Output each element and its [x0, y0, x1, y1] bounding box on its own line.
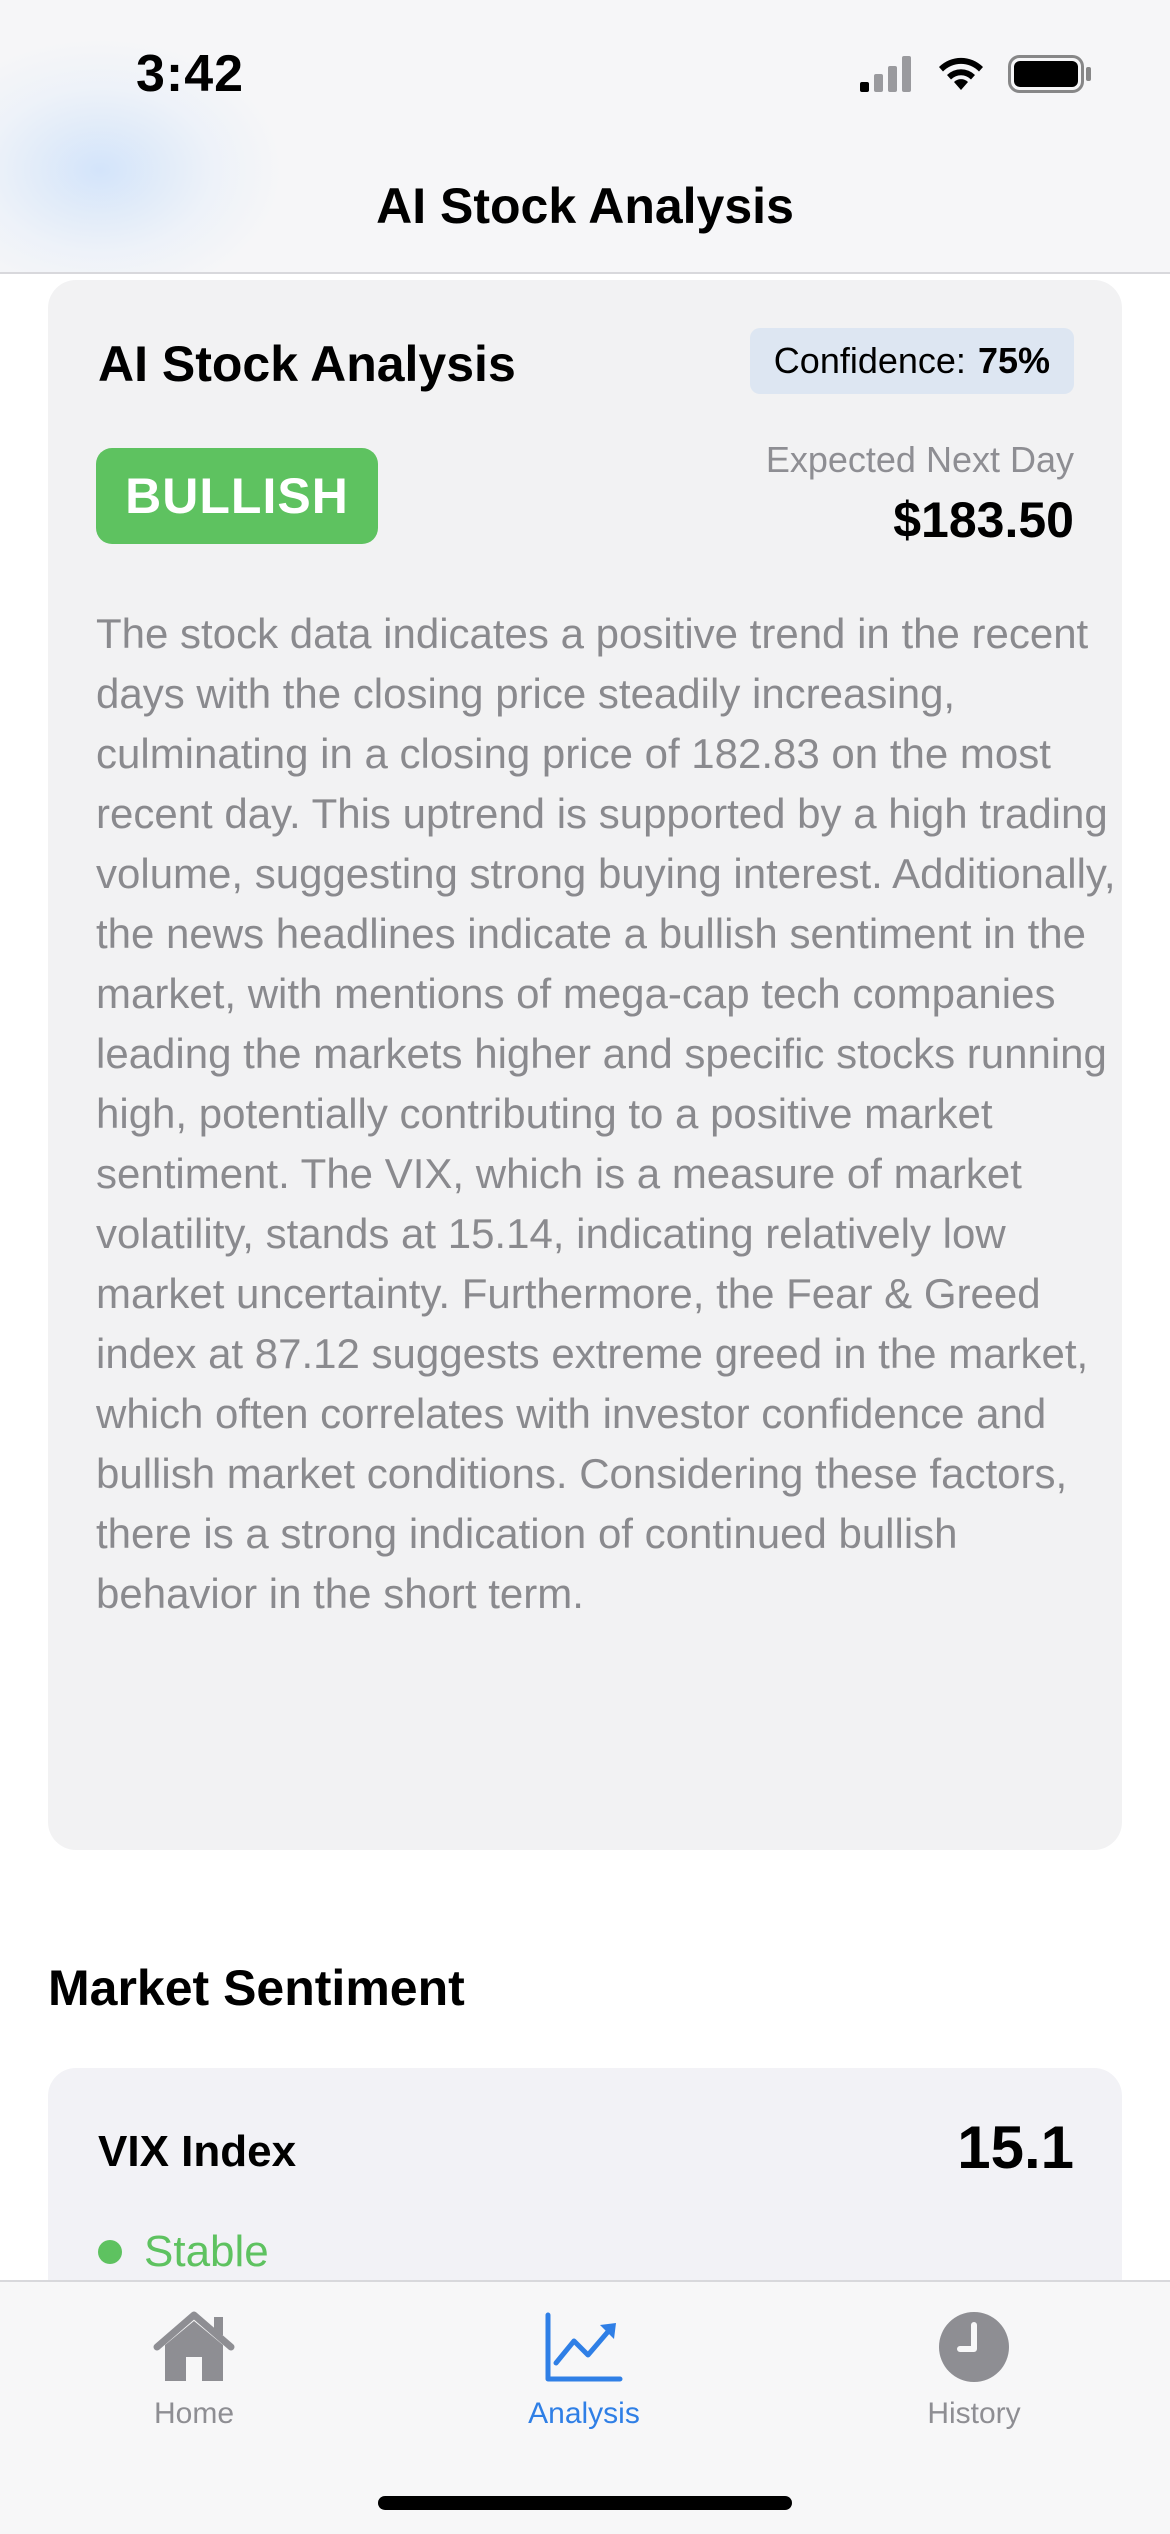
battery-icon: [1008, 54, 1092, 99]
analysis-summary: The stock data indicates a positive tren…: [96, 610, 1116, 1617]
status-time: 3:42: [136, 45, 245, 103]
tab-home[interactable]: Home: [74, 2302, 314, 2434]
status-dot-icon: [98, 2240, 122, 2264]
tab-home-label: Home: [153, 2397, 235, 2430]
house-icon: [74, 2302, 314, 2392]
tab-history[interactable]: History: [854, 2302, 1094, 2434]
tab-history-label: History: [927, 2397, 1021, 2430]
confidence-label: Confidence:: [773, 340, 966, 381]
expected-next-day-label: Expected Next Day: [765, 439, 1074, 480]
card-title: AI Stock Analysis: [98, 336, 516, 392]
wifi-icon: [936, 56, 986, 97]
clock-icon: [854, 2302, 1094, 2392]
header-glow: [0, 40, 280, 272]
analysis-card: AI Stock Analysis Confidence: 75% BULLIS…: [48, 280, 1122, 1850]
confidence-badge: Confidence: 75%: [749, 328, 1074, 394]
tab-analysis[interactable]: Analysis: [464, 2302, 704, 2434]
tab-bar: Home Analysis History: [0, 2280, 1170, 2534]
vix-label: VIX Index: [98, 2127, 297, 2176]
vix-status: Stable: [144, 2227, 269, 2276]
vix-value: 15.1: [957, 2114, 1074, 2181]
tab-analysis-label: Analysis: [528, 2397, 640, 2430]
cellular-signal-icon: [860, 55, 914, 97]
nav-title: AI Stock Analysis: [376, 178, 794, 234]
confidence-value: 75%: [977, 340, 1050, 381]
home-indicator[interactable]: [378, 2496, 792, 2510]
chart-line-icon: [464, 2302, 704, 2392]
expected-price: $183.50: [893, 492, 1074, 548]
market-sentiment-title: Market Sentiment: [48, 1960, 465, 2016]
navigation-header: 3:42 AI Stock Analysis: [0, 0, 1170, 274]
signal-badge: BULLISH: [96, 448, 378, 544]
status-icons: [860, 54, 1092, 99]
